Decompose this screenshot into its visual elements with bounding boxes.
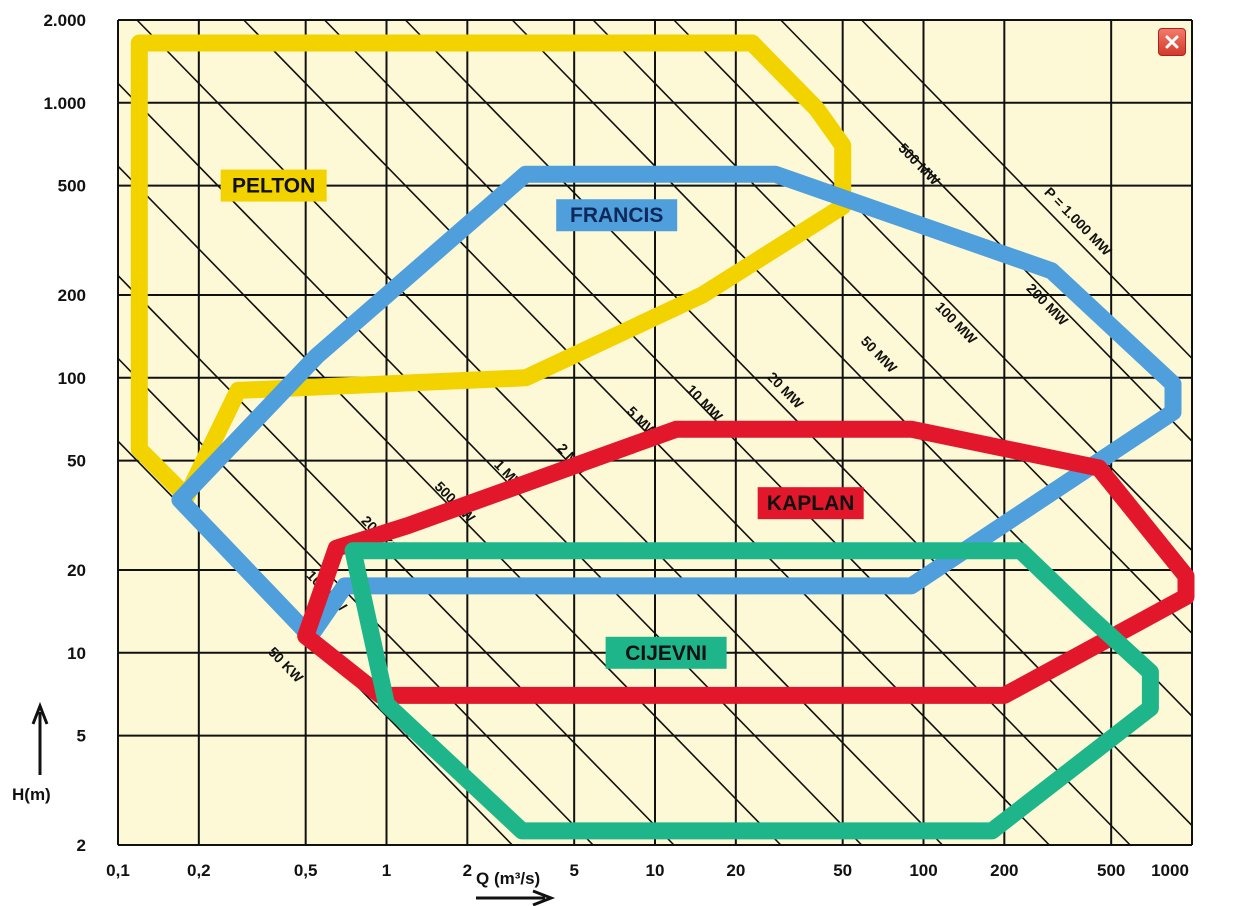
y-axis-arrow (31, 701, 49, 775)
y-tick-label-2: 10 (67, 644, 86, 663)
region-label-francis: FRANCIS (570, 204, 663, 227)
power-line-10 (592, 19, 1193, 634)
y-axis-title: H(m) (12, 701, 51, 804)
x-tick-label-11: 500 (1097, 861, 1125, 880)
close-icon (1165, 35, 1179, 49)
power-line-5 (136, 19, 944, 846)
power-line-13 (861, 19, 1193, 359)
power-line-4 (117, 82, 863, 846)
region-pelton (130, 34, 852, 505)
x-tick-label-8: 50 (833, 861, 852, 880)
turbine-regions (130, 34, 1195, 840)
x-tick-label-7: 20 (726, 861, 745, 880)
x-tick-label-6: 10 (646, 861, 665, 880)
y-tick-label-7: 500 (58, 177, 86, 196)
x-tick-label-0: 0,1 (106, 861, 130, 880)
power-line-2 (117, 275, 675, 846)
x-tick-label-10: 200 (990, 861, 1018, 880)
region-francis (171, 165, 1182, 645)
region-label-box-pelton (220, 169, 327, 202)
region-label-box-kaplan (757, 487, 864, 520)
x-tick-label-5: 5 (569, 861, 578, 880)
x-tick-label-3: 1 (382, 861, 391, 880)
region-label-box-francis (556, 199, 678, 232)
y-axis-label: H(m) (12, 785, 51, 804)
region-cijevni (344, 542, 1159, 840)
y-tick-labels: 2 5 10 20 50 100 200 500 1.000 2.000 (43, 11, 86, 855)
x-axis-label: Q (m³/s) (476, 869, 540, 888)
y-tick-label-1: 5 (77, 727, 86, 746)
close-button[interactable] (1158, 28, 1186, 56)
region-label-kaplan: KAPLAN (767, 492, 855, 515)
y-tick-label-3: 20 (67, 561, 86, 580)
x-tick-label-4: 2 (463, 861, 472, 880)
region-label-cijevni: CIJEVNI (625, 642, 707, 665)
y-tick-label-5: 100 (58, 369, 86, 388)
y-tick-label-6: 200 (58, 286, 86, 305)
x-axis-title: Q (m³/s) (476, 869, 556, 906)
x-tick-label-1: 0,2 (187, 861, 211, 880)
x-tick-label-2: 0,5 (294, 861, 318, 880)
x-tick-label-9: 100 (909, 861, 937, 880)
x-tick-labels: 0,1 0,2 0,5 1 2 5 10 20 50 100 200 500 1000 (106, 861, 1189, 880)
region-kaplan (297, 420, 1195, 704)
y-tick-label-0: 2 (77, 836, 86, 855)
region-label-pelton: PELTON (232, 175, 315, 198)
y-tick-label-9: 2.000 (43, 11, 86, 30)
y-tick-label-8: 1.000 (43, 94, 86, 113)
region-label-box-cijevni (605, 636, 727, 669)
x-tick-label-12: 1000 (1151, 861, 1189, 880)
turbine-region-labels: PELTON FRANCIS KAPLAN CIJEVNI (220, 169, 864, 669)
y-tick-label-4: 50 (67, 452, 86, 471)
x-axis-arrow (476, 889, 556, 906)
power-line-12 (780, 19, 1193, 442)
